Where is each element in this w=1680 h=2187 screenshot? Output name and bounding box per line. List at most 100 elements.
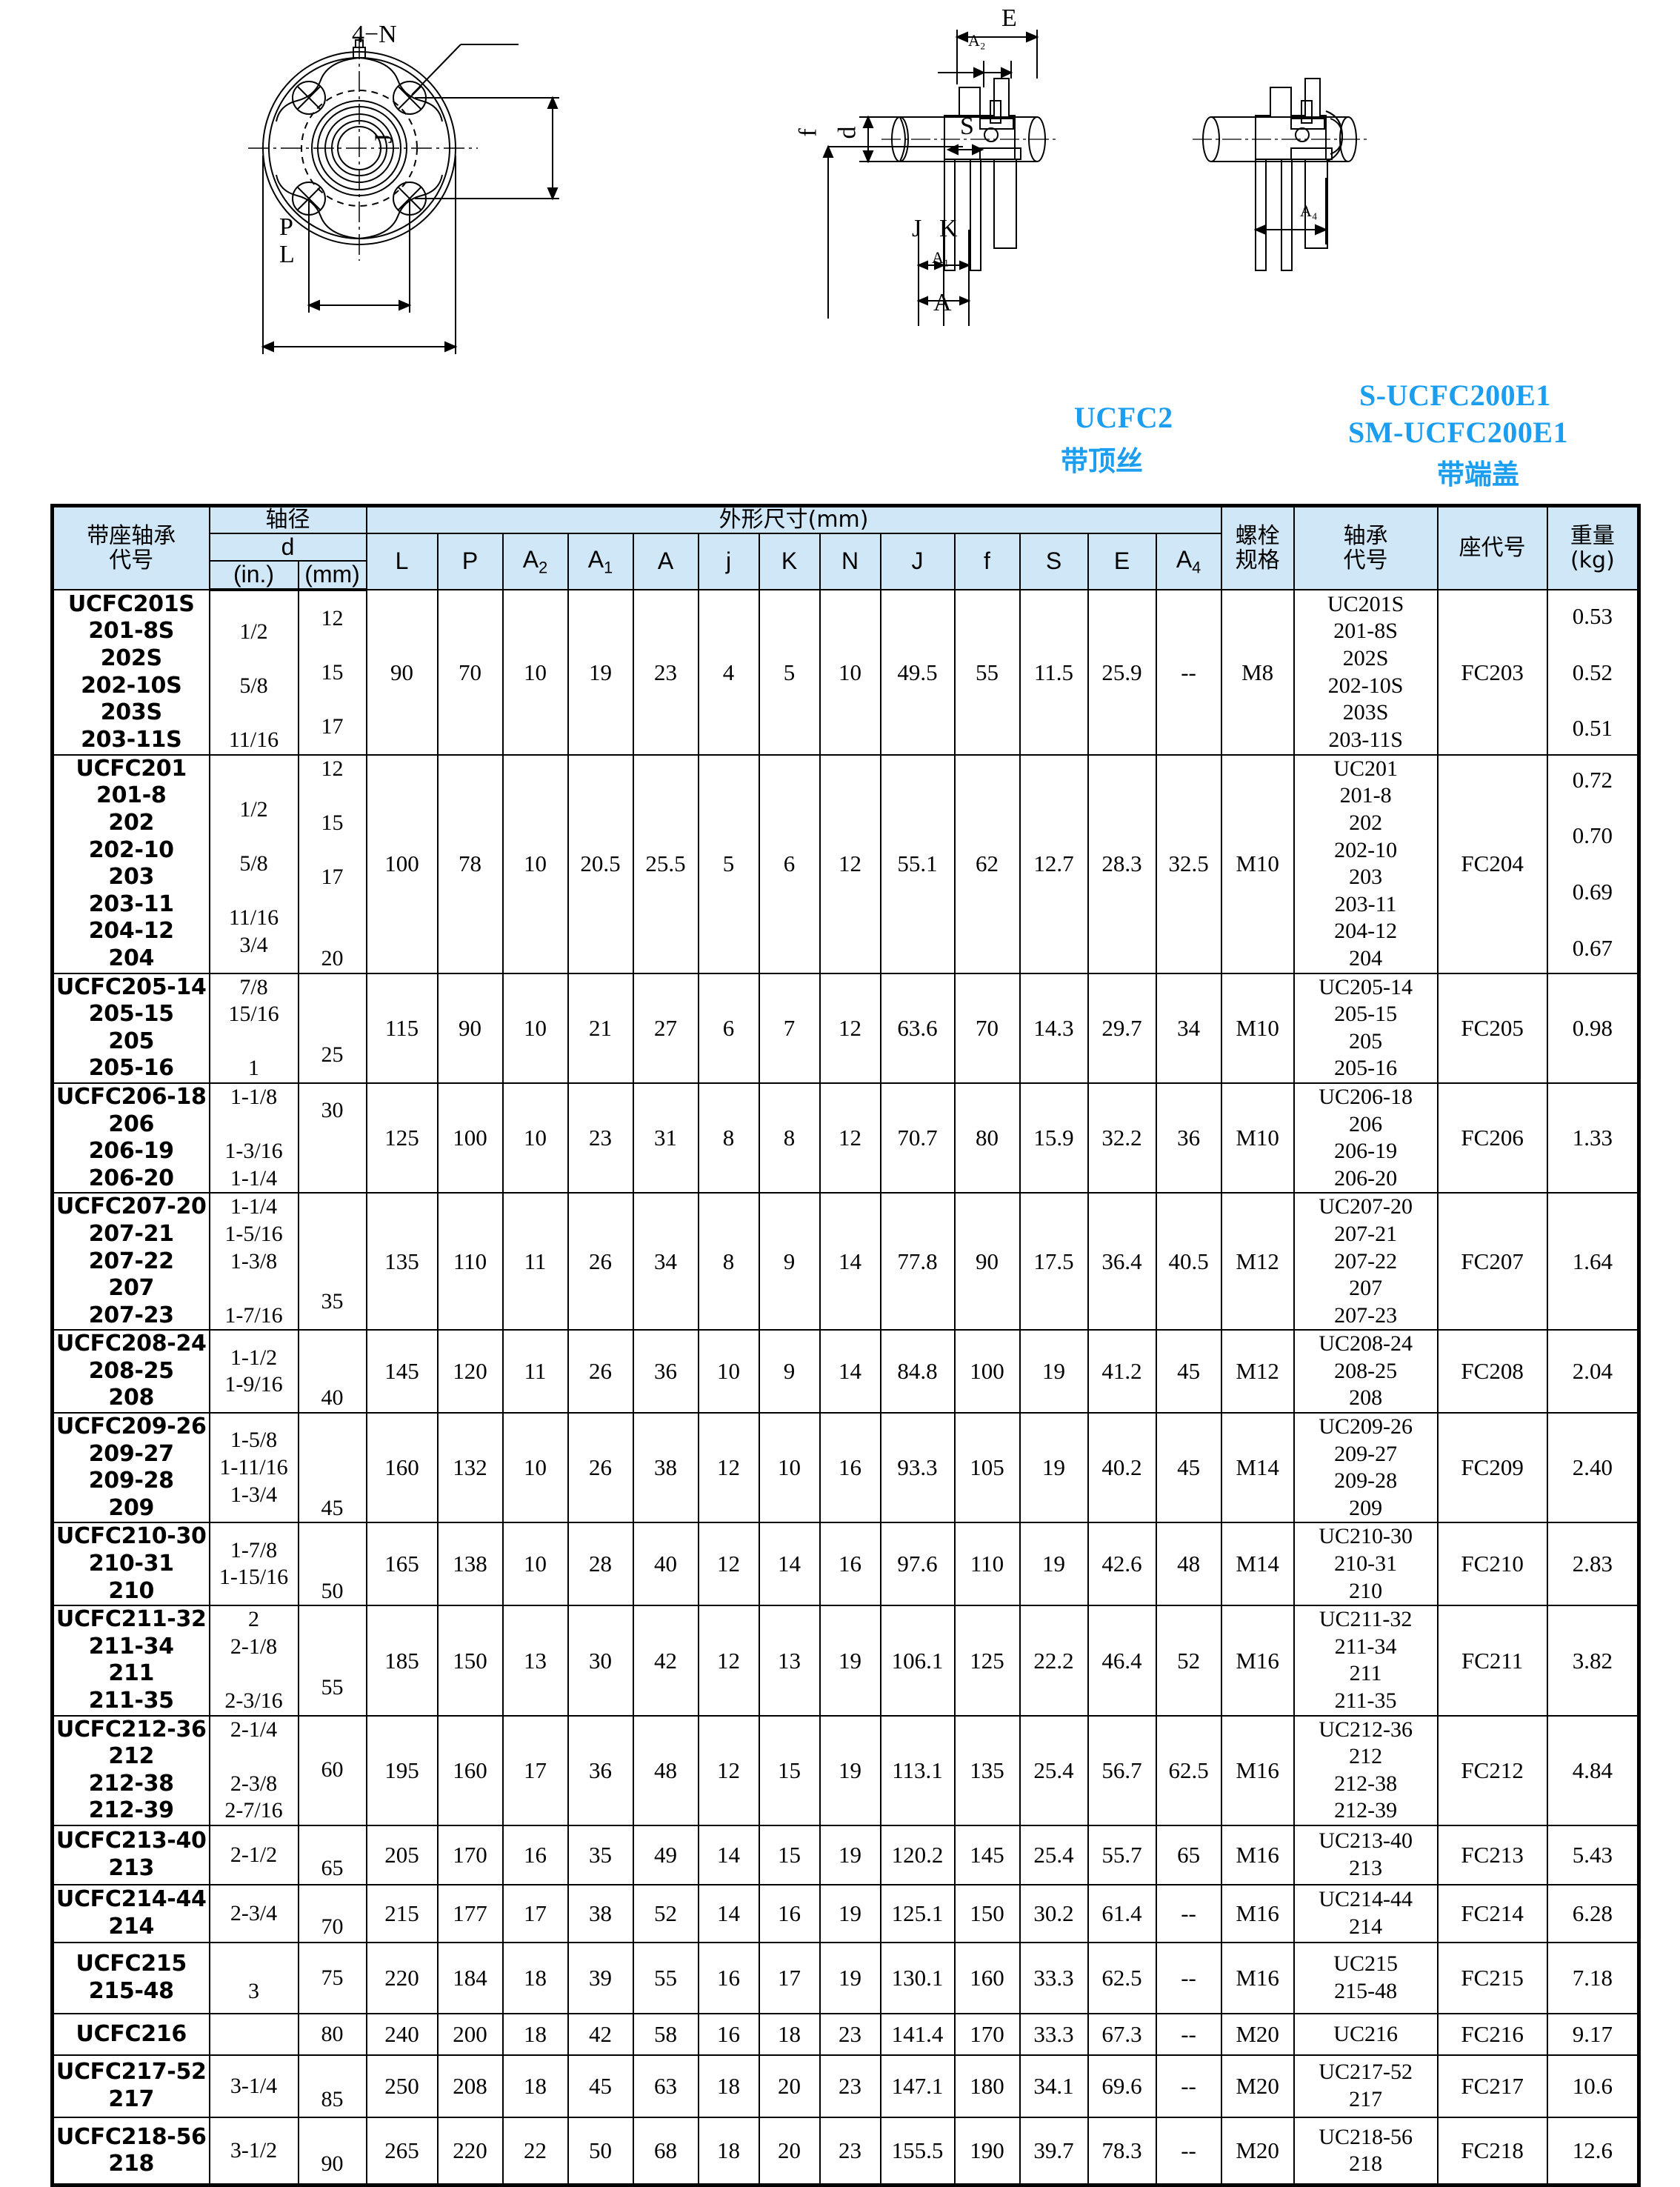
- cell-weight: 5.43: [1546, 1824, 1640, 1885]
- cell-dim-S: 11.5: [1019, 589, 1089, 756]
- cell-bearing-code: UC210-30 210-31 210: [1293, 1522, 1439, 1607]
- cell-dim-A1: 23: [567, 1082, 634, 1194]
- cell-bolt: M16: [1220, 1883, 1295, 1943]
- cell-dim-E: 40.2: [1087, 1412, 1157, 1524]
- cell-bearing-code: UC206-18 206 206-19 206-20: [1293, 1082, 1439, 1194]
- cell-dim-A4: 32.5: [1155, 753, 1222, 974]
- header-shaft-diameter: 轴径: [208, 505, 367, 534]
- table-row: UCFC212-36 212 212-38 212-39 2-1/4 2-3/8 …: [51, 1714, 1640, 1826]
- cell-dim-A: 23: [632, 589, 699, 756]
- cell-dim-A1: 28: [567, 1522, 634, 1607]
- cell-dim-A1: 26: [567, 1192, 634, 1331]
- cell-dim-K: 14: [758, 1522, 821, 1607]
- cell-dim-J: 63.6: [879, 972, 956, 1084]
- cell-bolt: M20: [1220, 2116, 1295, 2186]
- table-row: UCFC215 215-48 3 75 220 184 18 39 55 16 17 19 130…: [51, 1941, 1640, 2014]
- cell-seat-code: FC214: [1436, 1883, 1548, 1943]
- header-unit-mm: (mm): [297, 560, 367, 592]
- cell-dim-f: 55: [953, 589, 1021, 756]
- table-row: UCFC217-52 217 3-1/4 85 250 208 18 45 63 18 20 23…: [51, 2054, 1640, 2118]
- label-l: L: [279, 241, 295, 268]
- cell-dim-A1: 50: [567, 2116, 634, 2186]
- cell-weight: 6.28: [1546, 1883, 1640, 1943]
- cell-dim-A: 42: [632, 1605, 699, 1717]
- cell-dim-A4: --: [1155, 2116, 1222, 2186]
- cell-dim-f: 160: [953, 1941, 1021, 2014]
- header-dim-A: A: [632, 532, 699, 591]
- cell-weight: 4.84: [1546, 1714, 1640, 1826]
- cell-dim-S: 15.9: [1019, 1082, 1089, 1194]
- label-a: A: [933, 289, 952, 316]
- cell-dim-A1: 26: [567, 1412, 634, 1524]
- cell-dim-A1: 38: [567, 1883, 634, 1943]
- cell-dim-P: 78: [436, 753, 504, 974]
- cell-dim-j: 14: [697, 1883, 760, 1943]
- cell-dim-S: 14.3: [1019, 972, 1089, 1084]
- cell-dim-S: 17.5: [1019, 1192, 1089, 1331]
- cell-dim-K: 8: [758, 1082, 821, 1194]
- table-row: UCFC211-32 211-34 211 211-35 2 2-1/8 2-3/…: [51, 1605, 1640, 1717]
- cell-dim-f: 180: [953, 2054, 1021, 2118]
- cell-dim-A1: 36: [567, 1714, 634, 1826]
- label-s: S: [960, 113, 974, 140]
- cell-bolt: M20: [1220, 2012, 1295, 2056]
- cell-model: UCFC214-44 214: [51, 1883, 210, 1943]
- cell-dim-f: 105: [953, 1412, 1021, 1524]
- cell-dim-E: 69.6: [1087, 2054, 1157, 2118]
- cell-bearing-code: UC208-24 208-25 208: [1293, 1329, 1439, 1414]
- cell-dim-j: 8: [697, 1082, 760, 1194]
- label-d: d: [833, 126, 861, 139]
- cell-dim-J: 70.7: [879, 1082, 956, 1194]
- cell-dim-K: 9: [758, 1329, 821, 1414]
- cell-weight: 9.17: [1546, 2012, 1640, 2056]
- table-row: UCFC208-24 208-25 208 1-1/2 1-9/16 40 145 1…: [51, 1329, 1640, 1414]
- cell-dim-J: 84.8: [879, 1329, 956, 1414]
- cell-shaft-mm: 40: [297, 1329, 367, 1414]
- cell-dim-N: 19: [819, 1824, 881, 1885]
- cell-weight: 0.72 0.70 0.69 0.67: [1546, 753, 1640, 974]
- table-row: UCFC218-56 218 3-1/2 90 265 220 22 50 68 18 20 23…: [51, 2116, 1640, 2186]
- cell-shaft-inch: 2 2-1/8 2-3/16: [208, 1605, 299, 1717]
- cell-shaft-mm: 60: [297, 1714, 367, 1826]
- cell-bolt: M10: [1220, 753, 1295, 974]
- cell-dim-L: 265: [365, 2116, 439, 2186]
- cell-dim-E: 36.4: [1087, 1192, 1157, 1331]
- cell-model: UCFC207-20 207-21 207-22 207 207-23: [51, 1192, 210, 1331]
- cell-dim-f: 110: [953, 1522, 1021, 1607]
- cell-model: UCFC211-32 211-34 211 211-35: [51, 1605, 210, 1717]
- cell-dim-S: 12.7: [1019, 753, 1089, 974]
- table-row: UCFC201S 201-8S 202S 202-10S 203S 203-11…: [51, 589, 1640, 756]
- header-dim-A4: A4: [1155, 532, 1222, 591]
- cell-shaft-inch: 2-1/4 2-3/8 2-7/16: [208, 1714, 299, 1826]
- cell-dim-E: 55.7: [1087, 1824, 1157, 1885]
- cell-dim-j: 10: [697, 1329, 760, 1414]
- cell-dim-P: 100: [436, 1082, 504, 1194]
- cell-dim-A: 38: [632, 1412, 699, 1524]
- label-e: E: [1001, 4, 1017, 32]
- cell-seat-code: FC210: [1436, 1522, 1548, 1607]
- cell-dim-L: 185: [365, 1605, 439, 1717]
- cell-dim-A: 25.5: [632, 753, 699, 974]
- cell-dim-N: 10: [819, 589, 881, 756]
- cell-dim-A: 31: [632, 1082, 699, 1194]
- cell-dim-A4: --: [1155, 589, 1222, 756]
- table-row: UCFC209-26 209-27 209-28 209 1-5/8 1-11/1…: [51, 1412, 1640, 1524]
- cell-dim-A: 63: [632, 2054, 699, 2118]
- cell-shaft-inch: 1-5/8 1-11/16 1-3/4: [208, 1412, 299, 1524]
- cell-shaft-mm: 80: [297, 2012, 367, 2056]
- cell-bearing-code: UC209-26 209-27 209-28 209: [1293, 1412, 1439, 1524]
- cell-dim-S: 25.4: [1019, 1714, 1089, 1826]
- cell-shaft-mm: 85: [297, 2054, 367, 2118]
- cell-shaft-inch: 1/2 5/8 11/16: [208, 589, 299, 756]
- cell-dim-P: 150: [436, 1605, 504, 1717]
- cell-dim-S: 25.4: [1019, 1824, 1089, 1885]
- cell-seat-code: FC217: [1436, 2054, 1548, 2118]
- header-bolt-spec: 螺栓 规格: [1220, 505, 1295, 591]
- cell-dim-L: 90: [365, 589, 439, 756]
- cell-bolt: M16: [1220, 1824, 1295, 1885]
- cell-dim-E: 56.7: [1087, 1714, 1157, 1826]
- cell-dim-E: 61.4: [1087, 1883, 1157, 1943]
- header-dim-L: L: [365, 532, 439, 591]
- cell-bearing-code: UC217-52 217: [1293, 2054, 1439, 2118]
- header-outline-dimensions: 外形尺寸(mm): [365, 505, 1222, 534]
